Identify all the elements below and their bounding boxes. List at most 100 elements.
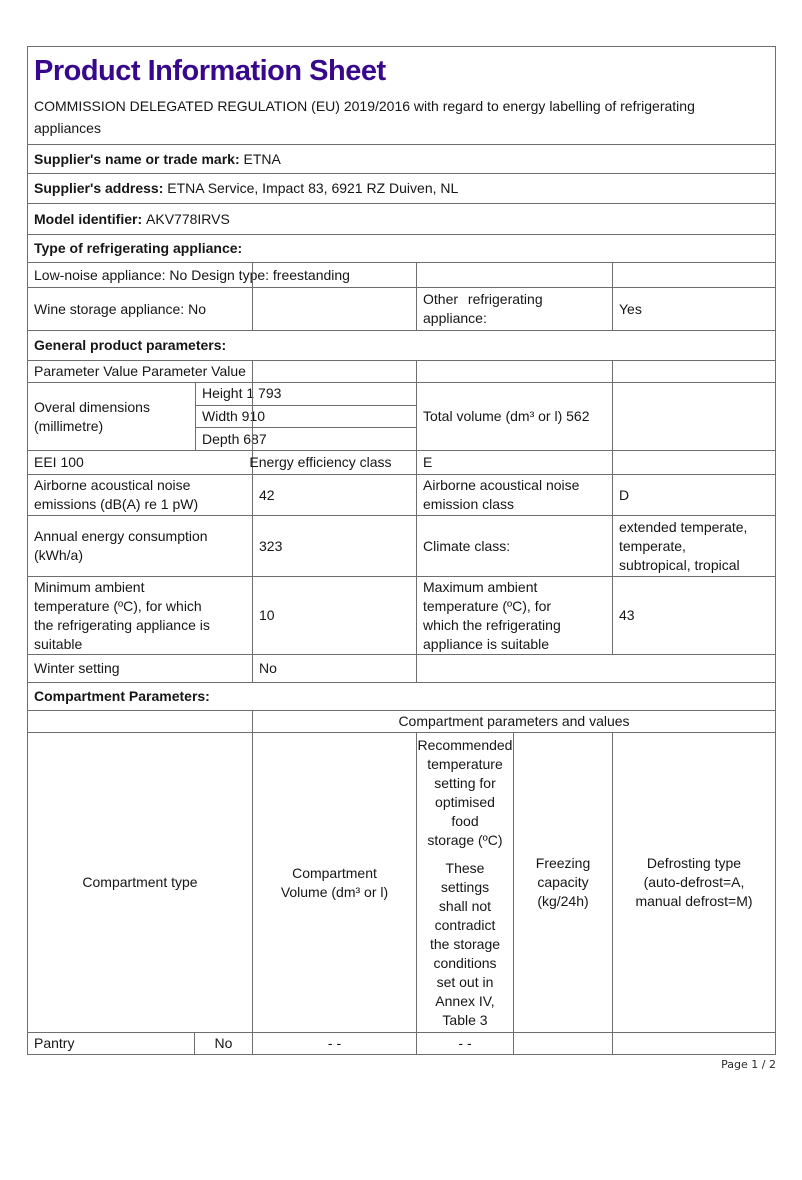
parameter-value-header-cell: Parameter Value Parameter Value	[28, 361, 252, 382]
page-footer: Page 1 / 2	[0, 1058, 776, 1071]
col-freezing-capacity-cell: Freezing capacity (kg/24h)	[513, 733, 612, 1032]
dimensions-label-cell: Overal dimensions (millimetre)	[28, 383, 195, 450]
general-parameters-heading-cell: General product parameters:	[28, 331, 775, 360]
empty-cell	[612, 383, 775, 450]
appliance-type-heading-row: Type of refrigerating appliance:	[28, 234, 775, 262]
empty-cell	[252, 288, 416, 330]
supplier-address-cell: Supplier's address: ETNA Service, Impact…	[28, 174, 775, 203]
supplier-name-row: Supplier's name or trade mark: ETNA	[28, 144, 775, 173]
noise-label-cell: Airborne acoustical noise emissions (dB(…	[28, 475, 252, 515]
dimension-height: Height 1 793	[202, 385, 282, 402]
pantry-temp: - -	[458, 1035, 472, 1051]
col-recommended-temp-cell: Recommended temperature setting for opti…	[416, 733, 513, 1032]
compartment-columns-header-row: Compartment type Compartment Volume (dm³…	[28, 732, 775, 1032]
model-identifier-row: Model identifier: AKV778IRVS	[28, 203, 775, 234]
pantry-volume-cell: - -	[252, 1033, 416, 1054]
empty-cell	[252, 361, 416, 382]
noise-emissions-row: Airborne acoustical noise emissions (dB(…	[28, 474, 775, 515]
compartment-parameters-heading-row: Compartment Parameters:	[28, 682, 775, 710]
empty-cell	[416, 655, 775, 682]
wine-storage-cell: Wine storage appliance: No	[28, 288, 252, 330]
total-volume-text: Total volume (dm³ or l) 562	[423, 408, 590, 424]
winter-setting-value-cell: No	[252, 655, 416, 682]
compartment-row-pantry: Pantry No - - - -	[28, 1032, 775, 1054]
grid-line-artifact	[252, 383, 253, 450]
col-compartment-volume-cell: Compartment Volume (dm³ or l)	[252, 733, 416, 1032]
noise-emissions-label: Airborne acoustical noise emissions (dB(…	[34, 477, 199, 512]
low-noise-design-text: Low-noise appliance: No Design type: fre…	[34, 266, 350, 283]
noise-class-label: Airborne acoustical noise emission class	[423, 477, 580, 512]
col-compartment-type: Compartment type	[82, 874, 198, 890]
winter-setting-row: Winter setting No	[28, 654, 775, 682]
min-temp-value-cell: 10	[252, 577, 416, 654]
max-temp-value: 43	[619, 607, 635, 623]
low-noise-cell: Low-noise appliance: No Design type: fre…	[28, 263, 350, 287]
appliance-type-heading: Type of refrigerating appliance:	[34, 240, 243, 256]
other-appliance-value-cell: Yes	[612, 288, 775, 330]
dimension-depth-row: Depth 687	[196, 427, 416, 450]
max-temp-label-cell: Maximum ambient temperature (ºC), for wh…	[416, 577, 612, 654]
compartment-table-header-cell: Compartment parameters and values	[252, 711, 775, 732]
compartment-parameters-heading: Compartment Parameters:	[34, 688, 210, 704]
annual-energy-value: 323	[259, 537, 283, 554]
efficiency-class-label: Energy efficiency class	[249, 454, 392, 470]
general-parameters-heading-row: General product parameters:	[28, 330, 775, 360]
col-recommended-temp-part1: Recommended temperature setting for opti…	[417, 736, 513, 848]
low-noise-row: Low-noise appliance: No Design type: fre…	[28, 262, 775, 287]
empty-cell	[416, 263, 612, 287]
eei-cell: EEI 100	[28, 451, 252, 474]
col-recommended-temp-part2: These settings shall not contradict the …	[429, 859, 501, 1028]
winter-setting-value: No	[259, 660, 277, 676]
col-defrosting-type-cell: Defrosting type (auto-defrost=A, manual …	[612, 733, 775, 1032]
page-title: Product Information Sheet	[34, 55, 386, 87]
empty-cell	[416, 361, 612, 382]
model-identifier-value: AKV778IRVS	[146, 210, 230, 227]
empty-cell	[612, 263, 775, 287]
noise-class-value: D	[619, 486, 630, 503]
dimension-height-row: Height 1 793	[196, 383, 416, 405]
model-identifier-cell: Model identifier: AKV778IRVS	[28, 204, 775, 234]
pantry-type-cell: Pantry	[28, 1033, 194, 1054]
pantry-defrost-cell	[612, 1033, 775, 1054]
general-parameters-heading: General product parameters:	[34, 337, 227, 353]
pantry-type: Pantry	[34, 1035, 75, 1051]
overall-dimensions-row: Overal dimensions (millimetre) Height 1 …	[28, 382, 775, 450]
wine-storage-row: Wine storage appliance: No Other refrige…	[28, 287, 775, 330]
parameter-value-header-row: Parameter Value Parameter Value	[28, 360, 775, 382]
empty-cell	[612, 451, 775, 474]
col-defrosting-type: Defrosting type (auto-defrost=A, manual …	[635, 855, 753, 909]
efficiency-class-value: E	[423, 454, 433, 470]
other-appliance-label: Other refrigerating appliance:	[423, 291, 543, 326]
appliance-type-heading-cell: Type of refrigerating appliance:	[28, 235, 775, 262]
product-information-sheet: Product Information Sheet COMMISSION DEL…	[27, 46, 776, 1055]
page-indicator: Page 1 / 2	[721, 1058, 776, 1071]
energy-label-cell: Annual energy consumption (kWh/a)	[28, 516, 252, 576]
supplier-address-row: Supplier's address: ETNA Service, Impact…	[28, 173, 775, 203]
min-temp-value: 10	[259, 607, 275, 623]
compartment-table-header: Compartment parameters and values	[398, 713, 630, 729]
dimensions-label: Overal dimensions (millimetre)	[34, 398, 150, 434]
noise-class-label-cell: Airborne acoustical noise emission class	[416, 475, 612, 515]
min-temp-label: Minimum ambient temperature (ºC), for wh…	[34, 578, 210, 652]
annual-energy-label: Annual energy consumption (kWh/a)	[34, 528, 208, 563]
other-appliance-value: Yes	[619, 300, 642, 317]
climate-label-cell: Climate class:	[416, 516, 612, 576]
supplier-address-value: ETNA Service, Impact 83, 6921 RZ Duiven,…	[167, 180, 459, 196]
min-temp-label-cell: Minimum ambient temperature (ºC), for wh…	[28, 577, 252, 654]
col-freezing-capacity: Freezing capacity (kg/24h)	[535, 855, 591, 909]
noise-class-value-cell: D	[612, 475, 775, 515]
winter-setting-label: Winter setting	[34, 660, 120, 676]
eei-row: EEI 100 Energy efficiency class E	[28, 450, 775, 474]
sheet-header: Product Information Sheet COMMISSION DEL…	[28, 47, 775, 144]
ambient-temperature-row: Minimum ambient temperature (ºC), for wh…	[28, 576, 775, 654]
energy-value-cell: 323	[252, 516, 416, 576]
climate-class-value: extended temperate, temperate, subtropic…	[619, 518, 748, 573]
model-identifier-label: Model identifier:	[34, 210, 143, 227]
dimension-width-row: Width 910	[196, 404, 416, 428]
eei-text: EEI 100	[34, 454, 84, 470]
annual-energy-row: Annual energy consumption (kWh/a) 323 Cl…	[28, 515, 775, 576]
supplier-name-cell: Supplier's name or trade mark: ETNA	[28, 145, 775, 173]
supplier-name-value: ETNA	[243, 150, 281, 167]
empty-cell	[252, 263, 416, 287]
dimensions-values-cell: Height 1 793 Width 910 Depth 687	[195, 383, 416, 450]
